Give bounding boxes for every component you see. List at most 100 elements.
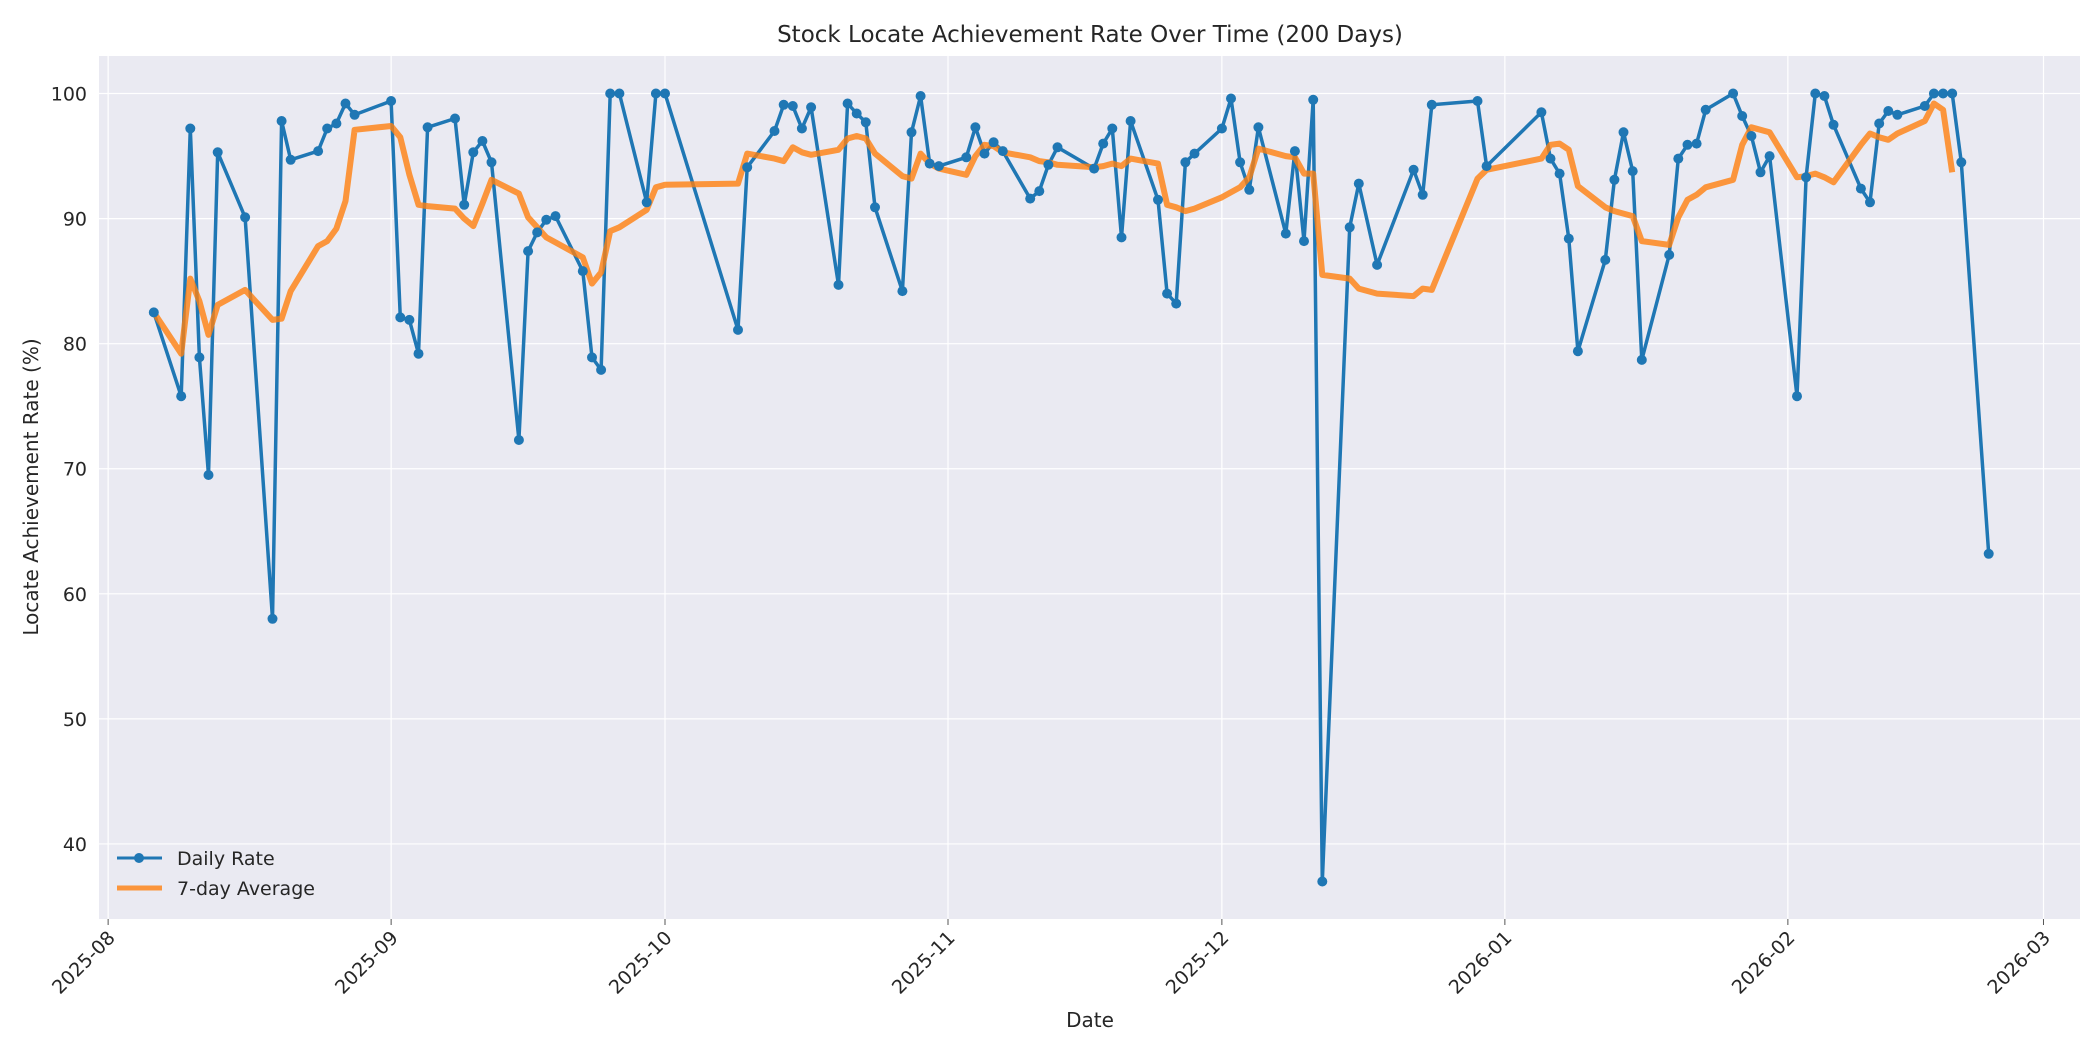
x-tick-label: 2025-08 — [48, 927, 120, 999]
legend-daily-label: Daily Rate — [177, 848, 275, 870]
daily-rate-point — [532, 227, 543, 238]
daily-rate-point — [1545, 153, 1556, 164]
daily-rate-point — [860, 117, 871, 128]
daily-rate-point — [1892, 109, 1903, 120]
daily-rate-point — [988, 137, 999, 148]
daily-rate-point — [176, 391, 187, 402]
daily-rate-point — [1801, 172, 1812, 183]
daily-rate-point — [1408, 164, 1419, 175]
daily-rate-point — [1983, 548, 1994, 559]
daily-rate-point — [1600, 254, 1611, 265]
daily-rate-point — [1353, 178, 1364, 189]
daily-rate-point — [340, 98, 351, 109]
daily-rate-point — [194, 352, 205, 363]
x-tick-label: 2026-03 — [1983, 927, 2055, 999]
daily-rate-point — [833, 279, 844, 290]
daily-rate-point — [1554, 168, 1565, 179]
daily-rate-point — [523, 246, 534, 257]
legend-average-label: 7-day Average — [177, 878, 315, 900]
daily-rate-point — [285, 154, 296, 165]
daily-rate-point — [1180, 157, 1191, 168]
x-tick-label: 2025-11 — [888, 927, 960, 999]
x-axis-label: Date — [1066, 1008, 1114, 1032]
daily-rate-point — [1792, 391, 1802, 402]
y-tick-label: 70 — [63, 459, 87, 481]
x-tick-label: 2025-12 — [1162, 927, 1234, 999]
daily-rate-point — [650, 88, 661, 99]
daily-rate-point — [1162, 288, 1173, 299]
daily-rate-point — [185, 123, 196, 134]
daily-rate-point — [203, 470, 214, 480]
daily-rate-point — [386, 96, 397, 106]
series-layer — [148, 88, 1994, 887]
daily-rate-point — [1764, 151, 1775, 162]
daily-rate-point — [796, 123, 807, 134]
daily-rate-point — [1828, 119, 1839, 130]
daily-rate-point — [915, 91, 926, 101]
daily-rate-point — [596, 364, 607, 375]
daily-rate-point — [1089, 163, 1100, 174]
daily-rate-point — [1107, 123, 1118, 134]
daily-rate-point — [1472, 96, 1483, 106]
daily-rate-point — [1664, 249, 1675, 260]
daily-rate-point — [1125, 116, 1136, 126]
daily-rate-point — [212, 147, 223, 158]
daily-rate-point — [1737, 111, 1748, 121]
daily-rate-point — [778, 99, 789, 110]
daily-rate-point — [1098, 138, 1109, 149]
daily-rate-point — [933, 161, 944, 172]
y-tick-label: 50 — [63, 709, 87, 731]
daily-rate-point — [1673, 153, 1684, 164]
daily-rate-point — [1280, 228, 1291, 239]
daily-rate-point — [1417, 189, 1428, 200]
daily-rate-point — [605, 88, 616, 99]
daily-rate-point — [1034, 186, 1045, 197]
legend: Daily Rate 7-day Average — [117, 848, 315, 900]
daily-rate-point — [1855, 183, 1866, 194]
daily-rate-point — [1682, 139, 1693, 150]
daily-rate-point — [1244, 184, 1255, 195]
daily-rate-point — [1755, 167, 1766, 178]
daily-rate-point — [1025, 193, 1036, 204]
daily-rate-point — [240, 212, 251, 223]
daily-rate-point — [577, 266, 588, 277]
daily-rate-point — [1819, 91, 1830, 101]
daily-rate-point — [313, 146, 324, 157]
daily-rate-point — [1691, 138, 1702, 149]
daily-rate-point — [851, 108, 862, 119]
daily-rate-point — [769, 126, 780, 136]
daily-rate-point — [1153, 194, 1163, 205]
daily-rate-point — [1043, 159, 1054, 170]
daily-rate-point — [322, 123, 333, 134]
daily-rate-point — [1189, 148, 1200, 159]
daily-rate-point — [267, 613, 278, 624]
x-tick-label: 2026-01 — [1445, 927, 1517, 999]
daily-rate-point — [1536, 107, 1547, 118]
daily-rate-point — [395, 312, 406, 323]
daily-rate-point — [1627, 166, 1638, 177]
plot-area — [99, 56, 2080, 919]
daily-rate-point — [970, 122, 981, 133]
daily-rate-point — [1563, 233, 1574, 244]
daily-rate-point — [1618, 127, 1629, 138]
daily-rate-point — [906, 127, 917, 138]
daily-rate-point — [787, 101, 798, 111]
daily-rate-point — [1426, 99, 1437, 110]
daily-rate-point — [477, 136, 488, 146]
daily-rate-point — [1235, 157, 1246, 168]
y-tick-label: 60 — [63, 584, 87, 606]
daily-rate-point — [541, 214, 552, 225]
daily-rate-point — [148, 307, 159, 318]
x-tick-label: 2026-02 — [1728, 927, 1800, 999]
daily-rate-point — [1874, 118, 1885, 129]
daily-rate-point — [997, 146, 1008, 157]
daily-rate-point — [513, 435, 524, 445]
daily-rate-point — [979, 148, 990, 159]
daily-rate-point — [276, 116, 287, 126]
y-axis: 40 50 60 70 80 90 100 — [51, 84, 87, 856]
daily-rate-point — [1253, 122, 1264, 133]
daily-rate-point — [1171, 298, 1182, 309]
daily-rate-point — [1728, 88, 1739, 99]
daily-rate-point — [742, 162, 753, 173]
x-axis: 2025-08 2025-09 2025-10 2025-11 2025-12 2026-… — [48, 919, 2055, 999]
